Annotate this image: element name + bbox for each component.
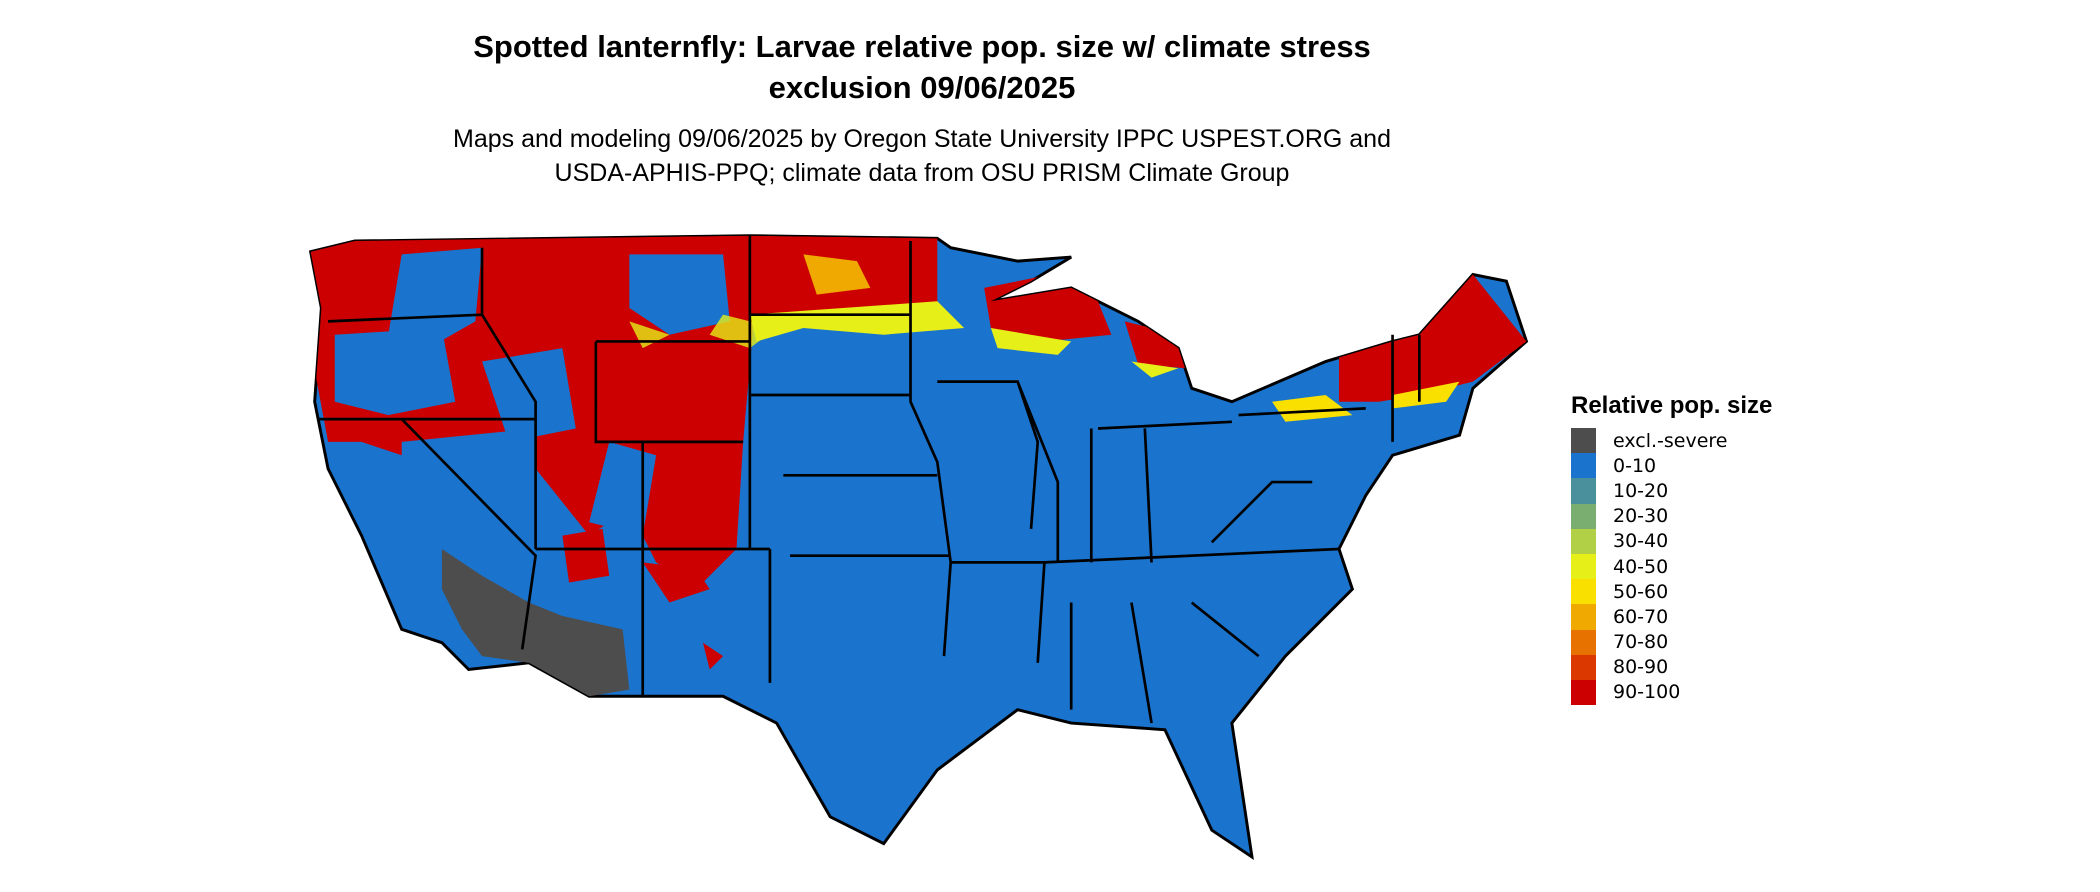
legend-item: 50-60 (1571, 579, 1772, 605)
map-title-line1: Spotted lanternfly: Larvae relative pop.… (473, 29, 1371, 64)
subtitle-line2: USDA-APHIS-PPQ; climate data from OSU PR… (554, 159, 1290, 187)
legend-label: 70-80 (1613, 631, 1669, 654)
legend-item: 70-80 (1571, 629, 1772, 655)
legend: Relative pop. size excl.-severe 0-10 10-20… (1571, 392, 1773, 706)
zone-40-60-west (629, 314, 777, 349)
map-title-line2: exclusion 09/06/2025 (768, 70, 1076, 105)
legend-label: excl.-severe (1613, 429, 1728, 452)
legend-label: 50-60 (1613, 580, 1669, 603)
legend-swatch (1571, 553, 1596, 580)
legend-item: 30-40 (1571, 528, 1772, 554)
legend-swatch (1571, 679, 1596, 706)
legend-label: 60-70 (1613, 605, 1669, 628)
legend-item: excl.-severe (1571, 428, 1772, 454)
legend-label: 90-100 (1613, 681, 1681, 704)
subtitle-line1: Maps and modeling 09/06/2025 by Oregon S… (453, 125, 1391, 153)
legend-swatch (1571, 604, 1596, 630)
legend-label: 30-40 (1613, 530, 1669, 553)
legend-label: 10-20 (1613, 479, 1669, 502)
legend-item: 10-20 (1571, 478, 1772, 504)
legend-label: 20-30 (1613, 505, 1669, 528)
legend-items: excl.-severe 0-10 10-20 20-30 30-40 40-50 50-6… (1571, 428, 1772, 706)
legend-item: 90-100 (1571, 679, 1772, 706)
legend-title: Relative pop. size (1571, 392, 1773, 419)
legend-item: 0-10 (1571, 453, 1772, 479)
legend-item: 60-70 (1571, 604, 1772, 630)
legend-item: 40-50 (1571, 553, 1772, 580)
legend-label: 40-50 (1613, 555, 1669, 578)
legend-swatch (1571, 453, 1596, 479)
legend-swatch (1571, 428, 1596, 454)
legend-swatch (1571, 528, 1596, 554)
state-borders (318, 235, 1421, 724)
zone-excluded-southwest (441, 548, 630, 697)
zone-40-50-great-lakes (990, 328, 1179, 378)
zone-90-100-southwest (562, 528, 724, 670)
legend-swatch (1571, 654, 1596, 680)
legend-label: 0-10 (1613, 454, 1657, 477)
zone-90-100-northeast (1339, 274, 1527, 402)
legend-label: 80-90 (1613, 656, 1669, 679)
legend-swatch (1571, 579, 1596, 605)
legend-swatch (1571, 503, 1596, 529)
legend-item: 80-90 (1571, 654, 1772, 680)
legend-item: 20-30 (1571, 503, 1772, 529)
legend-swatch (1571, 478, 1596, 504)
legend-swatch (1571, 629, 1596, 655)
zone-50-70-north (803, 254, 871, 295)
